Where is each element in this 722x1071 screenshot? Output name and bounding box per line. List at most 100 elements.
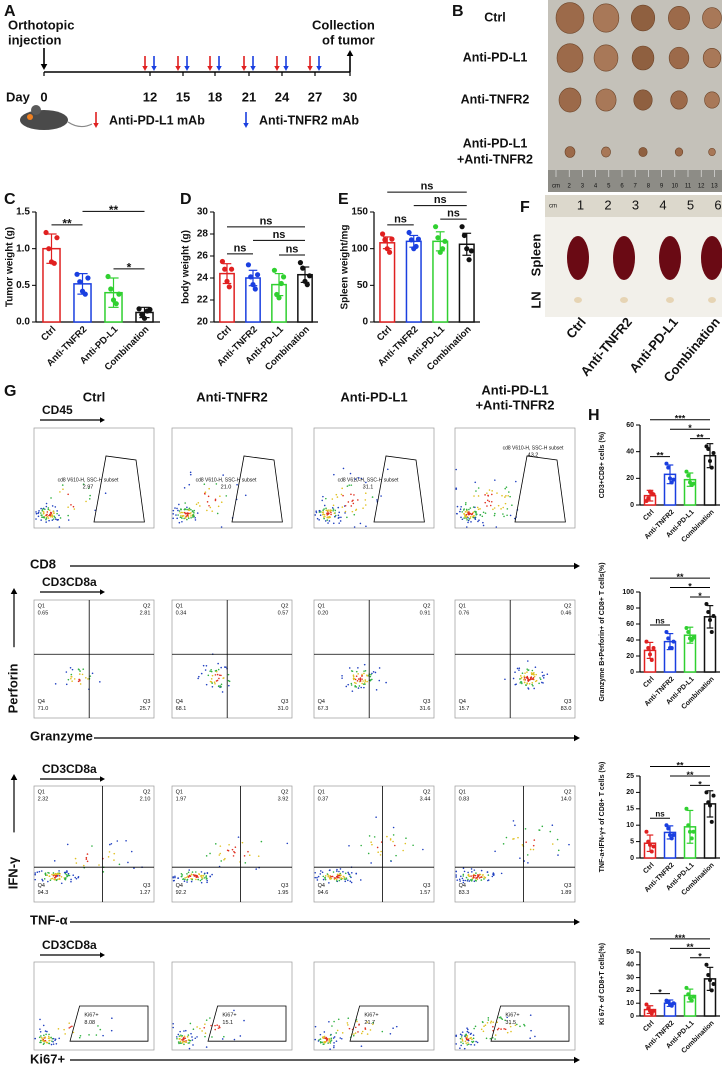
end-label: Collection: [312, 17, 375, 32]
event-dot: [321, 871, 324, 874]
tumor: [668, 5, 690, 31]
event-dot: [466, 1034, 469, 1037]
event-dot: [469, 507, 472, 509]
event-dot: [470, 521, 472, 523]
event-dot: [551, 824, 554, 827]
event-dot: [218, 674, 221, 676]
event-dot: [218, 1025, 221, 1027]
significance-label: ns: [273, 229, 286, 241]
event-dot: [44, 1036, 47, 1039]
event-dot: [533, 687, 535, 690]
event-dot: [354, 478, 357, 480]
event-dot: [363, 672, 365, 675]
event-dot: [364, 669, 367, 672]
event-dot: [177, 509, 179, 512]
group-label: Anti-PD-L1: [463, 136, 528, 150]
event-dot: [52, 510, 55, 513]
event-dot: [208, 504, 210, 507]
event-dot: [336, 1029, 339, 1032]
data-point: [668, 476, 672, 481]
event-dot: [211, 682, 213, 684]
event-dot: [326, 509, 328, 512]
tissue-label: Spleen: [528, 234, 543, 277]
event-dot: [357, 667, 359, 669]
event-dot: [221, 691, 224, 693]
event-dot: [65, 877, 67, 879]
quadrant-value: 1.89: [561, 890, 572, 896]
data-point: [250, 282, 256, 288]
event-dot: [332, 522, 335, 525]
event-dot: [357, 1031, 359, 1033]
event-dot: [514, 1024, 517, 1027]
event-dot: [55, 872, 57, 875]
event-dot: [187, 1042, 190, 1044]
event-dot: [214, 683, 216, 685]
ruler-label: 4: [659, 197, 666, 212]
event-dot: [509, 495, 511, 498]
event-dot: [350, 493, 352, 496]
event-dot: [172, 517, 174, 520]
event-dot: [113, 852, 116, 855]
arrow-head: [10, 774, 18, 780]
event-dot: [214, 670, 217, 672]
event-dot: [207, 674, 210, 677]
event-dot: [362, 507, 364, 509]
event-dot: [505, 836, 508, 839]
event-dot: [205, 664, 208, 667]
event-dot: [366, 675, 369, 677]
event-dot: [336, 496, 339, 498]
event-dot: [40, 870, 43, 872]
event-dot: [469, 1033, 472, 1035]
event-dot: [392, 840, 394, 843]
event-dot: [359, 522, 362, 525]
event-dot: [502, 843, 505, 845]
event-dot: [64, 871, 66, 874]
significance-label: **: [686, 770, 694, 780]
event-dot: [494, 850, 496, 853]
quadrant-value: 14.0: [561, 796, 572, 802]
event-dot: [506, 514, 508, 517]
event-dot: [67, 506, 69, 508]
event-dot: [219, 852, 222, 855]
y-tick-label: 5: [630, 838, 634, 845]
event-dot: [361, 1030, 364, 1033]
event-dot: [202, 875, 204, 877]
data-point: [219, 258, 226, 265]
event-dot: [177, 1033, 180, 1036]
event-dot: [359, 879, 362, 881]
event-dot: [344, 512, 346, 514]
data-point: [136, 306, 142, 312]
event-dot: [461, 1040, 464, 1042]
event-dot: [52, 518, 55, 520]
event-dot: [461, 518, 464, 521]
event-dot: [339, 877, 341, 879]
event-dot: [184, 1029, 187, 1032]
event-dot: [53, 873, 55, 876]
event-dot: [186, 876, 188, 879]
y-tick-label: 0.5: [16, 280, 30, 291]
event-dot: [40, 507, 42, 510]
event-dot: [343, 876, 346, 879]
data-point: [439, 246, 446, 252]
quadrant-value: 3.92: [278, 796, 289, 802]
event-dot: [186, 513, 189, 516]
event-dot: [523, 1024, 526, 1027]
data-point: [413, 243, 419, 250]
event-dot: [70, 880, 72, 883]
event-dot: [525, 684, 527, 686]
event-dot: [64, 1033, 66, 1035]
event-dot: [541, 825, 544, 828]
event-dot: [528, 682, 531, 685]
column-header: Anti-TNFR2: [196, 389, 268, 404]
mouse-eye: [27, 114, 33, 120]
event-dot: [68, 874, 71, 877]
event-dot: [200, 876, 203, 878]
event-dot: [331, 498, 334, 500]
quadrant-name: Q2: [143, 789, 150, 795]
event-dot: [467, 873, 470, 876]
arrow-head: [574, 734, 580, 742]
event-dot: [405, 837, 407, 839]
event-dot: [459, 1047, 461, 1050]
event-dot: [322, 1036, 324, 1038]
event-dot: [526, 677, 529, 680]
